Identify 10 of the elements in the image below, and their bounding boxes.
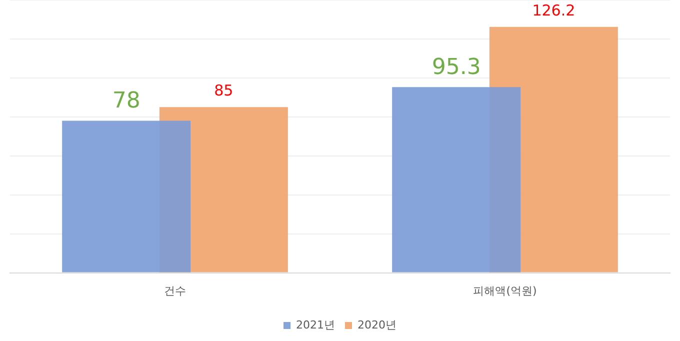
- x-tick-label: 건수: [164, 284, 186, 298]
- x-tick-label: 피해액(억원): [473, 284, 537, 298]
- legend-label: 2020년: [358, 318, 396, 332]
- data-label: 126.2: [532, 1, 576, 20]
- data-label: 95.3: [432, 54, 481, 80]
- bar: [392, 87, 521, 272]
- data-label: 78: [112, 88, 140, 114]
- data-label: 85: [214, 82, 234, 100]
- legend-label: 2021년: [296, 318, 336, 332]
- bar: [62, 120, 191, 272]
